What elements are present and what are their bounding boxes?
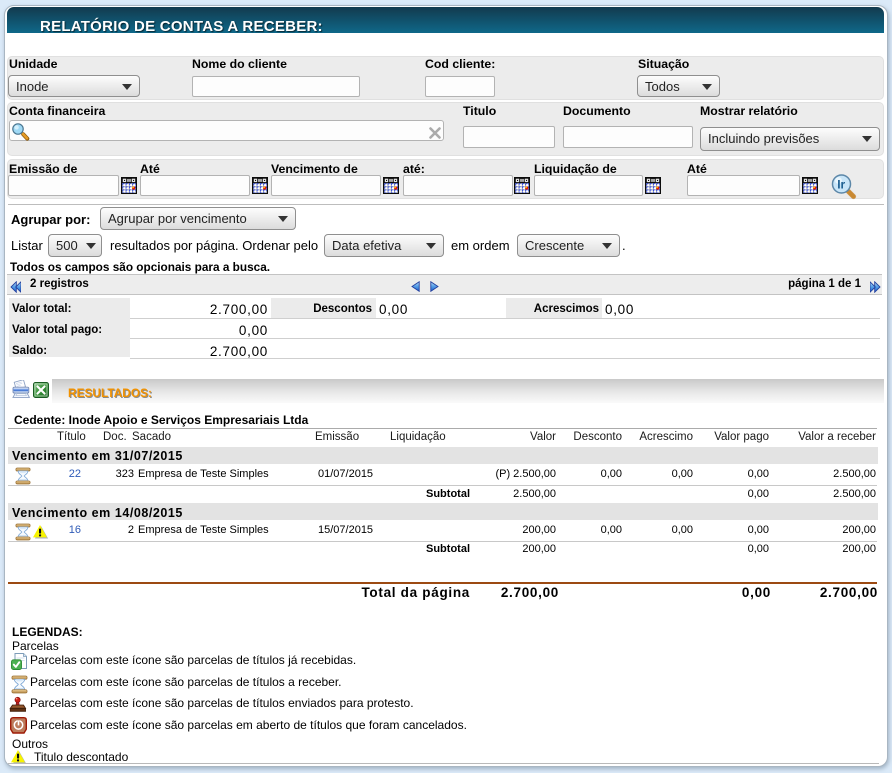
svg-text:Ir: Ir [837,177,845,191]
